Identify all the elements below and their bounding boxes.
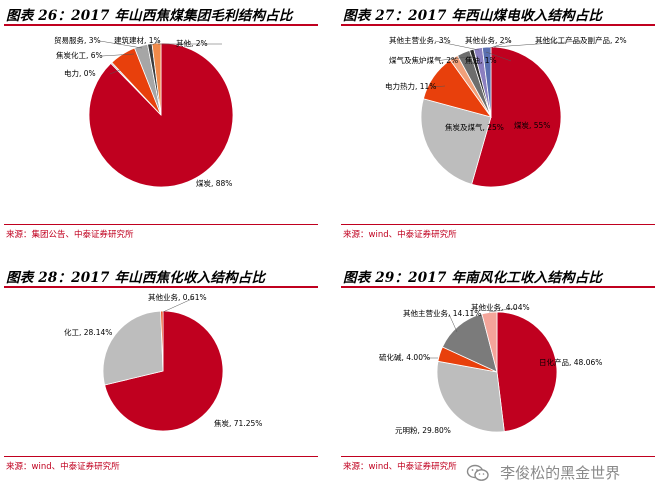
- pie-slice: [471, 46, 562, 188]
- slice-label: 其他业务, 4.04%: [471, 302, 530, 312]
- slice-label: 其他, 2%: [176, 38, 208, 48]
- pie-chart-26: 煤炭, 88% 电力, 0% 焦炭化工, 6% 贸易服务, 3% 建筑建材, 1% 其他,…: [54, 35, 234, 188]
- slice-label: 焦炭化工, 6%: [56, 50, 103, 60]
- slice-label: 其他业务, 2%: [465, 35, 512, 45]
- slice-label: 日化产品, 48.06%: [539, 357, 602, 367]
- pie-slice: [104, 310, 224, 432]
- watermark-text: 李俊松的黑金世界: [500, 464, 621, 482]
- leader-line: [488, 307, 518, 313]
- source-divider: [341, 456, 655, 457]
- pie-slice: [441, 313, 498, 373]
- slice-label: 硫化碱, 4.00%: [379, 352, 430, 362]
- leader-line: [448, 313, 458, 333]
- leader-line: [101, 53, 135, 57]
- chart-title-bar: 图表 28：2017 年山西焦化收入结构占比: [4, 264, 318, 288]
- chart-source: 来源：wind、中泰证券研究所: [6, 462, 120, 472]
- chart-source: 来源：集团公告、中泰证券研究所: [6, 230, 134, 240]
- leader-line: [430, 85, 446, 88]
- pie-slice: [160, 310, 164, 372]
- slice-label: 电力热力, 11%: [385, 81, 436, 91]
- source-divider: [4, 224, 318, 225]
- slice-label: 其他化工产品及副产品, 2%: [535, 35, 627, 45]
- pie-chart-27: 煤炭, 55% 焦炭及煤气, 25% 电力热力, 11% 煤气及焦炉煤气, 2% 其他主…: [385, 35, 627, 188]
- slice-label: 化工, 28.14%: [64, 327, 112, 337]
- leader-line: [489, 40, 512, 49]
- chart-title: 图表 28：2017 年山西焦化收入结构占比: [6, 270, 266, 286]
- slice-label: 其他主营业务, 14.11%: [403, 308, 481, 318]
- slice-label: 焦油, 1%: [465, 55, 497, 65]
- chart-title: 图表 29：2017 年南风化工收入结构占比: [343, 270, 603, 286]
- pie-chart-29: 日化产品, 48.06% 元明粉, 29.80% 硫化碱, 4.00% 其他主营业务,…: [379, 302, 602, 435]
- leader-line: [485, 51, 512, 62]
- pie-slice: [151, 42, 162, 116]
- leader-line: [162, 297, 195, 313]
- chart-title: 图表 26：2017 年山西焦煤集团毛利结构占比: [6, 8, 293, 24]
- watermark: 李俊松的黑金世界: [466, 462, 621, 488]
- slice-label: 煤炭, 88%: [196, 178, 232, 188]
- slice-label: 煤炭, 55%: [514, 120, 550, 130]
- chart-title-bar: 图表 27：2017 年西山煤电收入结构占比: [341, 2, 655, 26]
- slice-label: 焦炭, 71.25%: [214, 418, 262, 428]
- chart-source: 来源：wind、中泰证券研究所: [343, 462, 457, 472]
- pie-slice: [481, 46, 492, 118]
- pie-slice: [102, 310, 164, 386]
- pie-chart-28: 焦炭, 71.25% 化工, 28.14% 其他业务, 0.61%: [64, 292, 262, 432]
- chart-title-bar: 图表 26：2017 年山西焦煤集团毛利结构占比: [4, 2, 318, 26]
- chart-source: 来源：wind、中泰证券研究所: [343, 230, 457, 240]
- chart-panel-27: 图表 27：2017 年西山煤电收入结构占比 煤炭, 55% 焦炭及煤气, 25%…: [337, 0, 659, 240]
- slice-label: 其他业务, 0.61%: [148, 292, 207, 302]
- slice-label: 元明粉, 29.80%: [395, 425, 451, 435]
- chart-panel-28: 图表 28：2017 年山西焦化收入结构占比 焦炭, 71.25% 化工, 28.…: [0, 262, 322, 502]
- leader-line: [99, 40, 143, 49]
- leader-line: [434, 40, 480, 51]
- slice-label: 焦炭及煤气, 25%: [445, 122, 504, 132]
- chart-panel-29: 图表 29：2017 年南风化工收入结构占比 日化产品, 48.06% 元明粉, …: [337, 262, 659, 502]
- chart-panel-26: 图表 26：2017 年山西焦煤集团毛利结构占比 煤炭, 88% 电力, 0% 焦炭…: [0, 0, 322, 240]
- pie-slice: [436, 360, 505, 433]
- chart-title-bar: 图表 29：2017 年南风化工收入结构占比: [341, 264, 655, 288]
- leader-line: [434, 55, 476, 62]
- source-divider: [341, 224, 655, 225]
- source-divider: [4, 456, 318, 457]
- slice-label: 其他主营业务, 3%: [389, 35, 451, 45]
- slice-label: 电力, 0%: [64, 68, 96, 78]
- leader-line: [493, 40, 582, 48]
- slice-label: 贸易服务, 3%: [54, 35, 101, 45]
- slice-label: 建筑建材, 1%: [114, 35, 161, 45]
- pie-slice: [481, 311, 498, 373]
- pie-slice: [496, 311, 558, 432]
- slice-label: 煤气及焦炉煤气, 2%: [389, 55, 458, 65]
- leader-line: [109, 69, 121, 75]
- chart-title: 图表 27：2017 年西山煤电收入结构占比: [343, 8, 603, 24]
- wechat-icon: [466, 464, 489, 481]
- leader-line: [149, 40, 161, 47]
- pie-slice: [420, 98, 492, 185]
